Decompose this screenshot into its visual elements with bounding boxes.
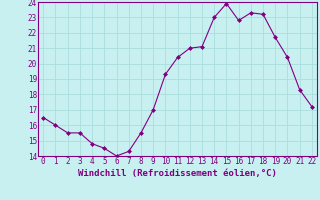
X-axis label: Windchill (Refroidissement éolien,°C): Windchill (Refroidissement éolien,°C) xyxy=(78,169,277,178)
